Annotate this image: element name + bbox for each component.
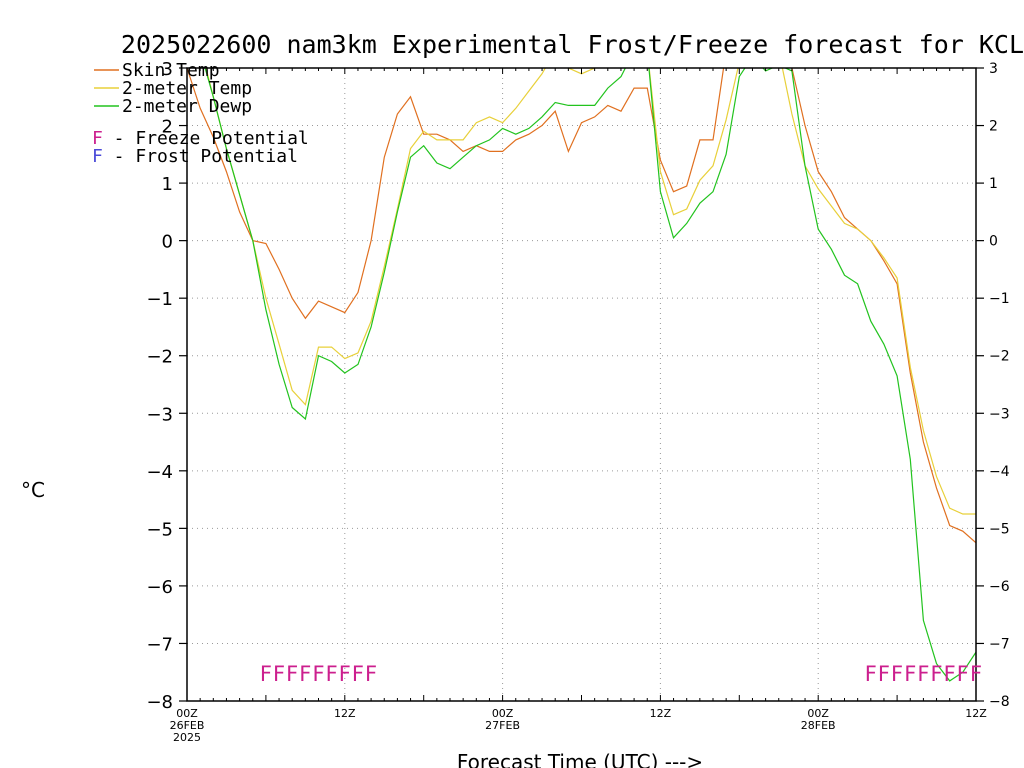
- legend-potential: F - Frost Potential: [92, 146, 298, 167]
- y-tick-label-left: −6: [146, 577, 173, 598]
- y-tick-label-left: 3: [162, 59, 173, 80]
- x-tick-label: 2025: [173, 731, 201, 744]
- plot-frame: [186, 67, 977, 702]
- freeze-marker: F: [904, 662, 916, 686]
- freeze-marker: F: [260, 662, 272, 686]
- freeze-marker: F: [865, 662, 877, 686]
- y-tick-label-right: −8: [989, 694, 1010, 710]
- y-tick-label-left: 2: [162, 117, 173, 138]
- x-tick-label: 00Z: [176, 707, 198, 720]
- y-tick-label-right: −3: [989, 406, 1010, 422]
- freeze-marker: F: [339, 662, 351, 686]
- y-tick-label-right: −4: [989, 464, 1010, 480]
- y-tick-label-right: −7: [989, 636, 1010, 652]
- y-tick-label-left: −7: [146, 634, 173, 655]
- freeze-marker: F: [273, 662, 285, 686]
- series-line-skin-temp: [187, 68, 976, 544]
- legend-potential: F - Freeze Potential: [92, 128, 309, 149]
- y-tick-label-right: −1: [989, 291, 1010, 307]
- y-tick-label-right: 3: [989, 61, 998, 77]
- legend-label: Skin Temp: [122, 60, 220, 81]
- legend-potential-letter: F: [92, 128, 103, 149]
- y-tick-label-left: −2: [146, 347, 173, 368]
- y-tick-label-left: 0: [162, 232, 173, 253]
- y-tick-label-left: −1: [146, 289, 173, 310]
- y-tick-label-right: −2: [989, 349, 1010, 365]
- grid-lines: [186, 67, 977, 702]
- legend-potential-letter: F: [92, 146, 103, 167]
- y-tick-label-right: −5: [989, 521, 1010, 537]
- freeze-marker: F: [286, 662, 298, 686]
- y-tick-label-left: −8: [146, 692, 173, 713]
- series-lines: [187, 68, 976, 682]
- x-tick-label: 27FEB: [485, 719, 520, 732]
- x-tick-label: 12Z: [334, 707, 356, 720]
- chart-title: 2025022600 nam3km Experimental Frost/Fre…: [121, 30, 1024, 59]
- freeze-marker: F: [891, 662, 903, 686]
- freeze-marker: F: [299, 662, 311, 686]
- x-axis-title: Forecast Time (UTC) --->: [457, 750, 703, 768]
- y-tick-label-right: 2: [989, 119, 998, 135]
- x-tick-label: 28FEB: [801, 719, 836, 732]
- legend-label: 2-meter Dewp: [122, 96, 252, 117]
- y-tick-label-left: 1: [162, 174, 173, 195]
- freeze-marker: F: [944, 662, 956, 686]
- y-tick-label-left: −4: [146, 462, 173, 483]
- freeze-marker: F: [878, 662, 890, 686]
- y-tick-label-left: −5: [146, 519, 173, 540]
- x-tick-label: 12Z: [650, 707, 672, 720]
- freeze-marker: F: [970, 662, 982, 686]
- freeze-marker: F: [326, 662, 338, 686]
- freeze-marker: F: [312, 662, 324, 686]
- x-tick-label: 12Z: [965, 707, 987, 720]
- legend-potential-text: - Frost Potential: [103, 146, 298, 167]
- x-tick-label: 26FEB: [170, 719, 205, 732]
- x-tick-label: 00Z: [492, 707, 514, 720]
- x-tick-label: 00Z: [807, 707, 829, 720]
- y-axis-title: °C: [21, 478, 45, 502]
- freeze-marker: F: [931, 662, 943, 686]
- axis-ticks: −8 −8 −7 −7 −6 −6 −5 −5 −4 −4 −3 −3 −2 −2 −1 −1 0 0 1 1 2 2 3 3…: [146, 59, 1009, 744]
- freeze-marker: F: [917, 662, 929, 686]
- legend-potential-text: - Freeze Potential: [103, 128, 309, 149]
- freeze-marker: F: [957, 662, 969, 686]
- series-line-2-meter-dewp: [204, 68, 976, 682]
- series-line-2-meter-temp: [205, 68, 976, 515]
- y-tick-label-left: −3: [146, 404, 173, 425]
- freeze-marker: F: [352, 662, 364, 686]
- legend-label: 2-meter Temp: [122, 78, 252, 99]
- y-tick-label-right: 1: [989, 176, 998, 192]
- y-tick-label-right: −6: [989, 579, 1010, 595]
- freeze-marker: F: [365, 662, 377, 686]
- y-tick-label-right: 0: [989, 234, 998, 250]
